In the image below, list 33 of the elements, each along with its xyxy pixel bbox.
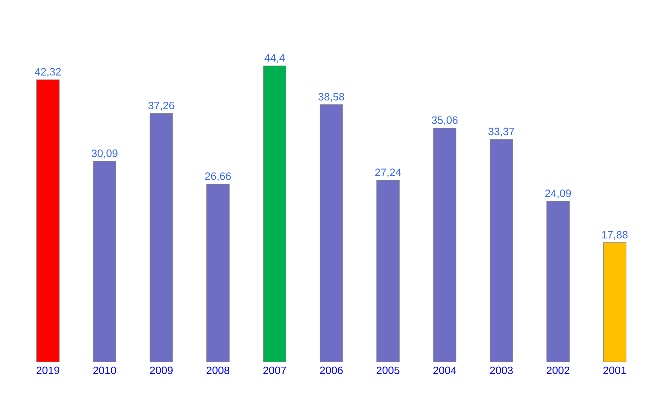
- bar: [206, 184, 230, 362]
- x-tick-label: 2003: [490, 366, 514, 374]
- bar: [263, 66, 287, 362]
- x-tick-label: 2004: [434, 366, 457, 374]
- x-tick-label: 2008: [206, 366, 230, 374]
- x-tick-label: 2007: [264, 366, 286, 374]
- data-label: 35,06: [432, 116, 458, 126]
- data-label: 42,32: [35, 68, 61, 77]
- bar: [490, 139, 514, 362]
- bar: [603, 242, 627, 362]
- x-tick-label: 2001: [604, 366, 626, 374]
- data-label: 27,24: [375, 168, 402, 178]
- data-label: 44,4: [264, 54, 285, 64]
- data-label: 24,09: [546, 190, 572, 199]
- bar: [36, 80, 60, 362]
- x-tick-label: 2019: [36, 366, 60, 374]
- data-label: 38,58: [318, 93, 344, 102]
- bar: [376, 180, 400, 362]
- bar: [546, 201, 570, 362]
- data-label: 37,26: [148, 102, 174, 111]
- bar: [433, 128, 457, 362]
- x-tick-label: 2002: [546, 366, 570, 374]
- x-tick-label: 2010: [94, 366, 116, 374]
- bar: [93, 161, 116, 362]
- x-tick-label: 2009: [150, 366, 173, 374]
- x-tick-label: 2005: [376, 366, 400, 374]
- bar: [150, 113, 174, 362]
- x-tick-label: 2006: [320, 366, 343, 374]
- bar: [320, 104, 344, 362]
- data-label: 17,88: [602, 231, 628, 240]
- data-label: 30,09: [92, 150, 118, 159]
- data-label: 33,37: [488, 128, 514, 137]
- data-label: 26,66: [205, 172, 232, 182]
